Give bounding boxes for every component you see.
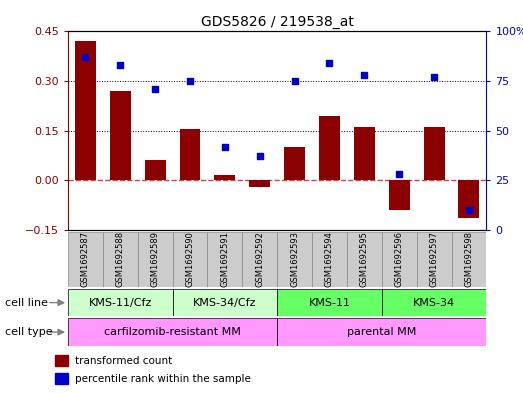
Bar (424, 127, 445, 180)
Text: transformed count: transformed count (75, 356, 173, 366)
Text: GSM1692596: GSM1692596 (395, 231, 404, 287)
Text: cell line: cell line (5, 298, 48, 308)
Bar (173, 289, 277, 316)
Bar (347, 232, 382, 287)
Title: GDS5826 / 219538_at: GDS5826 / 219538_at (201, 15, 354, 29)
Bar (277, 289, 382, 316)
Text: parental MM: parental MM (347, 327, 416, 337)
Bar (319, 116, 340, 180)
Text: KMS-34/Cfz: KMS-34/Cfz (193, 298, 257, 308)
Text: GSM1692591: GSM1692591 (220, 231, 230, 287)
Text: GSM1692597: GSM1692597 (429, 231, 439, 287)
Bar (55, 373, 67, 384)
Point (290, 78, 299, 84)
Bar (417, 232, 451, 287)
Bar (382, 232, 417, 287)
Text: KMS-11/Cfz: KMS-11/Cfz (88, 298, 152, 308)
Point (256, 153, 264, 160)
Bar (145, 160, 166, 180)
Bar (284, 147, 305, 180)
Text: KMS-11: KMS-11 (309, 298, 350, 308)
Bar (389, 180, 410, 210)
Text: GSM1692598: GSM1692598 (464, 231, 473, 287)
Text: GSM1692588: GSM1692588 (116, 231, 125, 287)
Point (221, 143, 229, 150)
Bar (75, 41, 96, 180)
Point (360, 72, 369, 78)
Text: GSM1692590: GSM1692590 (186, 231, 195, 287)
Text: KMS-34: KMS-34 (413, 298, 455, 308)
Bar (354, 127, 375, 180)
Bar (103, 232, 138, 287)
Point (325, 60, 334, 66)
Text: GSM1692592: GSM1692592 (255, 231, 264, 287)
Bar (382, 289, 486, 316)
Bar (68, 289, 173, 316)
Bar (249, 180, 270, 187)
Bar (451, 232, 486, 287)
Point (186, 78, 194, 84)
Bar (459, 180, 480, 219)
Text: percentile rank within the sample: percentile rank within the sample (75, 374, 251, 384)
Bar (110, 91, 131, 180)
Bar (208, 232, 242, 287)
Text: GSM1692593: GSM1692593 (290, 231, 299, 287)
Text: GSM1692595: GSM1692595 (360, 231, 369, 287)
Bar (312, 232, 347, 287)
Text: cell type: cell type (5, 327, 53, 337)
Bar (277, 318, 486, 346)
Bar (277, 232, 312, 287)
Bar (242, 232, 277, 287)
Text: GSM1692594: GSM1692594 (325, 231, 334, 287)
Bar (173, 232, 208, 287)
Bar (179, 129, 200, 180)
Text: carfilzomib-resistant MM: carfilzomib-resistant MM (104, 327, 241, 337)
Text: GSM1692587: GSM1692587 (81, 231, 90, 287)
Point (395, 171, 403, 178)
Bar (68, 318, 277, 346)
Point (151, 86, 160, 92)
Text: GSM1692589: GSM1692589 (151, 231, 160, 287)
Point (465, 207, 473, 213)
Bar (214, 175, 235, 180)
Point (430, 74, 438, 80)
Bar (68, 232, 103, 287)
Point (81, 54, 89, 61)
Bar (138, 232, 173, 287)
Point (116, 62, 124, 68)
Bar (55, 355, 67, 366)
